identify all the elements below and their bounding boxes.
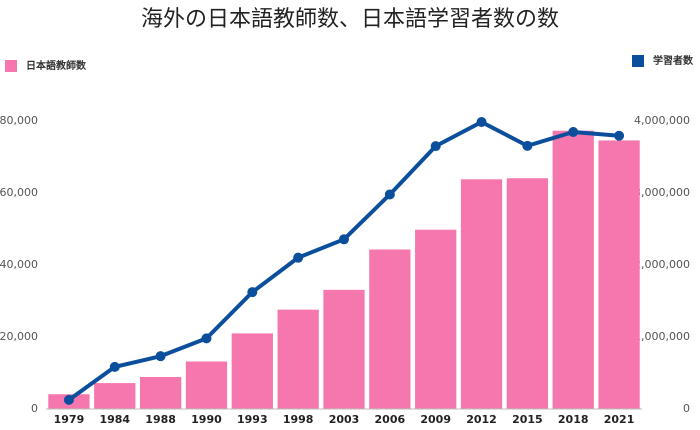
y2-tick-label: 4,000,000 [634,114,690,127]
y-tick-label: 60,000 [0,186,38,199]
x-tick-label: 2015 [512,413,543,426]
bar [369,249,411,409]
bar [277,309,319,409]
chart-title: 海外の日本語教師数、日本語学習者数の数 [141,7,559,32]
legend-label: 日本語教師数 [26,59,87,72]
point [247,287,258,298]
x-tick-label: 2003 [329,413,360,426]
y2-tick-label: 0 [683,402,690,415]
x-tick-label: 1998 [283,413,314,426]
bar [231,333,273,409]
bar [94,383,136,409]
point [63,394,74,405]
point [155,351,166,362]
point [109,361,120,372]
y-tick-label: 0 [31,402,38,415]
bar [460,179,503,409]
x-tick-label: 2018 [558,413,589,426]
bar [552,130,594,409]
x-tick-label: 2012 [466,413,497,426]
y2-tick-label: 1,000,000 [634,330,690,343]
point [201,333,212,344]
point [384,189,395,200]
bar [415,229,457,409]
x-tick-label: 2009 [420,413,451,426]
y2-tick-label: 3,000,000 [634,186,690,199]
x-tick-label: 1993 [237,413,268,426]
x-tick-label: 1979 [54,413,85,426]
y-tick-label: 80,000 [0,114,38,127]
point [430,141,441,152]
point [339,234,349,245]
legend-swatch [5,60,17,72]
legend-label: 学習者数 [653,54,694,67]
bar [323,289,365,409]
point [293,252,304,263]
y-tick-label: 40,000 [0,258,38,271]
y2-tick-label: 2,000,000 [634,258,690,271]
point [476,117,487,128]
point [614,130,625,141]
bar [185,361,228,409]
x-tick-label: 1984 [99,413,130,426]
point [568,127,579,138]
x-tick-label: 1988 [145,413,176,426]
x-tick-label: 2021 [604,413,635,426]
bar [506,178,549,409]
legend-swatch [632,55,644,67]
x-tick-label: 1990 [191,413,222,426]
bar [598,140,640,409]
point [522,140,533,151]
bar [139,376,182,409]
x-tick-label: 2006 [375,413,406,426]
y-tick-label: 20,000 [0,330,38,343]
